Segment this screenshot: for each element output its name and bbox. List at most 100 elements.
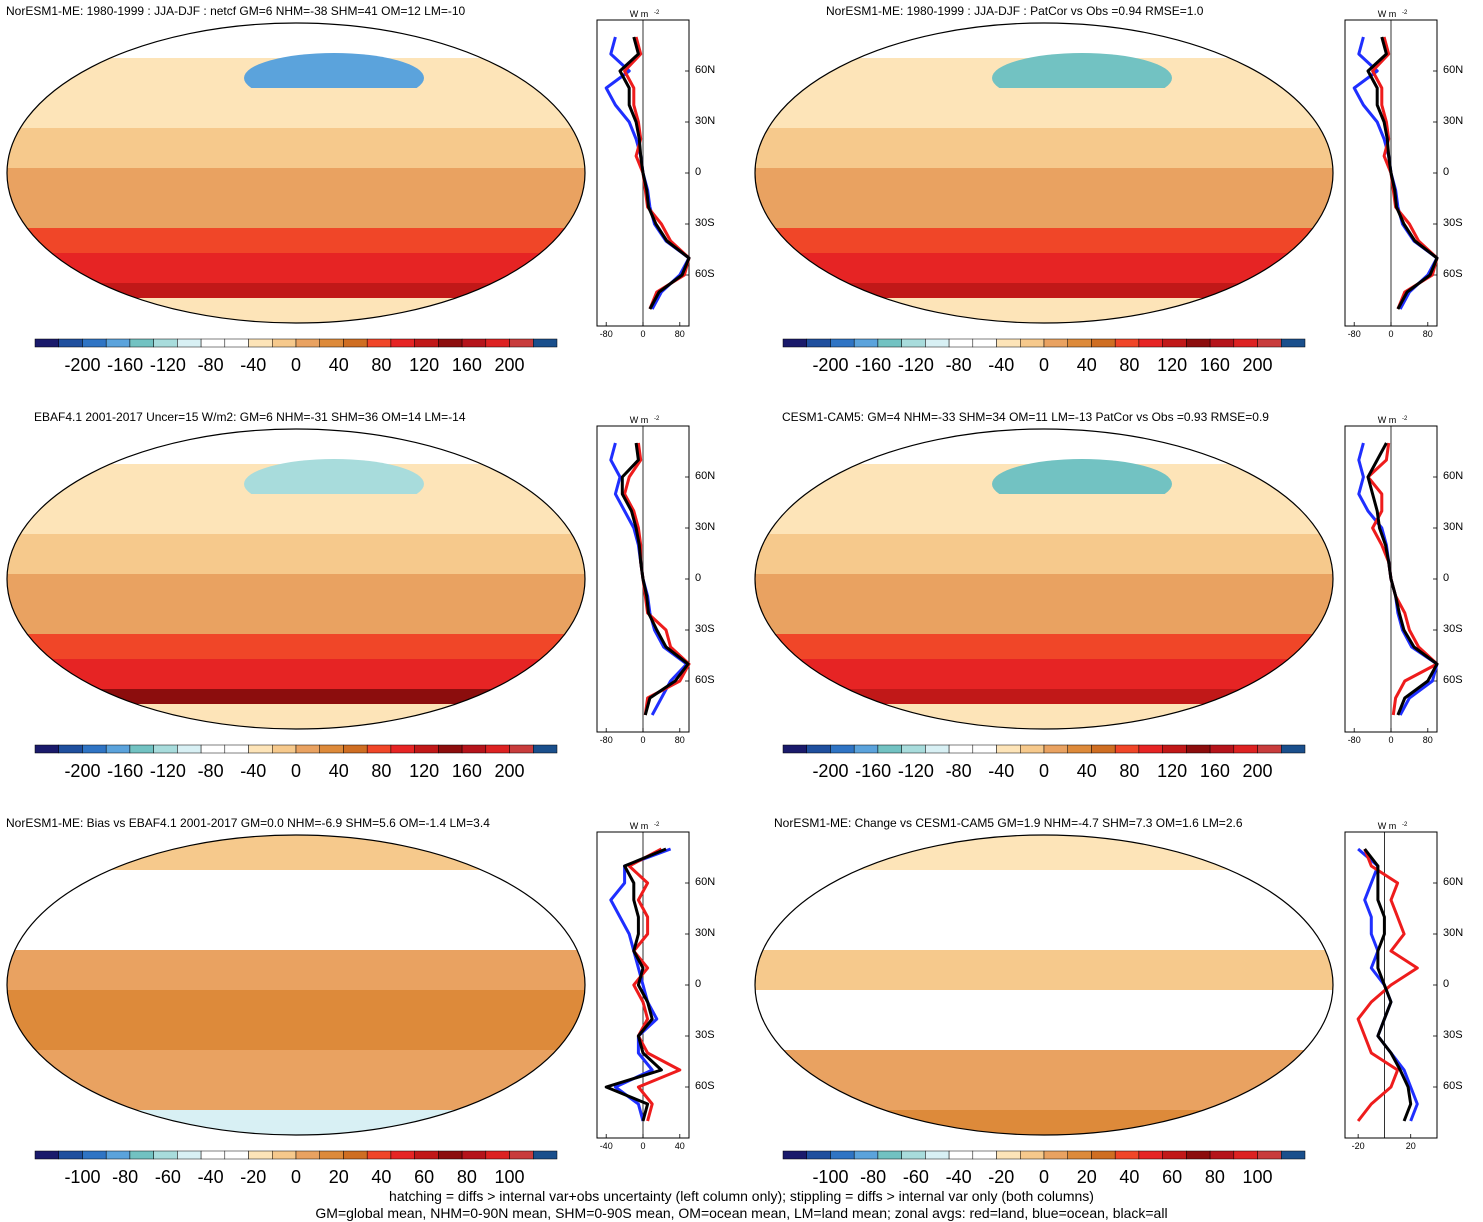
colorbar-swatch	[438, 744, 463, 754]
colorbar-swatch	[1233, 744, 1258, 754]
colorbar: -200 -160 -120 -80 -40 0 40 80 120 160 200	[34, 744, 564, 794]
colorbar-swatch	[414, 338, 439, 348]
colorbar-swatch	[509, 338, 534, 348]
colorbar-swatch	[461, 744, 487, 754]
colorbar-tick-label: 80	[457, 1167, 477, 1187]
colorbar-swatch	[1209, 744, 1235, 754]
zonal-average-plot: W m -2 -80 0 80	[596, 415, 691, 744]
zonal-ytick-label: 30S	[695, 623, 715, 635]
zonal-series-land	[1371, 36, 1439, 310]
colorbar-swatch	[533, 1150, 558, 1160]
colorbar-svg: -200 -160 -120 -80 -40 0 40 80 120 160 200	[34, 744, 558, 781]
panel-2: NorESM1-ME: 1980-1999 : JJA-DJF : PatCor…	[752, 4, 1463, 398]
zonal-ytick-label: 60S	[1443, 1080, 1463, 1092]
colorbar-swatch	[901, 338, 926, 348]
zonal-units-label: W m	[1378, 9, 1397, 19]
colorbar-swatch	[1162, 744, 1187, 754]
colorbar-swatch	[996, 744, 1021, 754]
colorbar-tick-label: -60	[155, 1167, 181, 1187]
colorbar-swatch	[1043, 338, 1068, 348]
colorbar-tick-label: -120	[898, 761, 934, 781]
zonal-ytick-label: 60N	[1443, 470, 1464, 482]
zonal-xtick-label: -80	[1348, 329, 1361, 338]
colorbar-swatch	[925, 744, 950, 754]
colorbar-swatch	[925, 338, 950, 348]
colorbar-swatch	[877, 338, 902, 348]
zonal-average-plot: W m -2 -20 20	[1344, 821, 1438, 1150]
panel-4: CESM1-CAM5: GM=4 NHM=-33 SHM=34 OM=11 LM…	[752, 410, 1463, 804]
zonal-units-superscript: -2	[1402, 822, 1408, 828]
colorbar-tick-label: 80	[371, 761, 391, 781]
zonal-ytick-label: 60S	[695, 674, 715, 686]
zonal-series-all	[1363, 848, 1413, 1122]
colorbar-swatch	[248, 338, 273, 348]
colorbar-swatch	[830, 338, 855, 348]
colorbar-swatch	[153, 744, 178, 754]
colorbar-tick-label: 100	[1243, 1167, 1273, 1187]
zonal-xtick-label: -80	[600, 329, 613, 338]
zonal-xtick-label: 80	[1423, 735, 1433, 744]
zonal-ytick-label: 0	[695, 166, 702, 178]
colorbar-swatch	[105, 338, 131, 348]
colorbar-tick-label: -120	[898, 355, 934, 375]
colorbar-swatch	[972, 338, 997, 348]
world-map	[754, 22, 1334, 324]
colorbar-tick-label: 120	[1157, 761, 1187, 781]
colorbar-swatch	[485, 338, 510, 348]
zonal-ytick-label: 0	[1443, 572, 1450, 584]
colorbar-swatch	[1020, 338, 1045, 348]
zonal-units-superscript: -2	[654, 10, 660, 16]
colorbar-tick-label: 160	[452, 761, 482, 781]
colorbar-tick-label: 40	[329, 761, 349, 781]
zonal-units-label: W m	[630, 821, 649, 831]
footer-line-1: hatching = diffs > internal var+obs unce…	[389, 1188, 1094, 1204]
zonal-xtick-label: 40	[675, 1141, 685, 1150]
zonal-ytick-label: 30S	[1443, 217, 1463, 229]
colorbar-swatch	[901, 744, 926, 754]
zonal-ytick-label: 0	[695, 572, 702, 584]
colorbar-swatch	[533, 744, 558, 754]
colorbar-swatch	[1114, 1150, 1140, 1160]
panel-5: NorESM1-ME: Bias vs EBAF4.1 2001-2017 GM…	[4, 816, 715, 1190]
colorbar-swatch	[1209, 338, 1235, 348]
colorbar-swatch	[853, 744, 879, 754]
colorbar-swatch	[1233, 1150, 1258, 1160]
world-map	[754, 834, 1334, 1136]
zonal-xtick-label: 80	[1423, 329, 1433, 338]
zonal-xtick-label: 0	[1388, 735, 1393, 744]
colorbar-swatch	[82, 1150, 107, 1160]
colorbar-tick-label: 80	[1119, 355, 1139, 375]
zonal-series-all	[604, 847, 667, 1122]
colorbar-swatch	[901, 1150, 926, 1160]
zonal-ytick-label: 60N	[695, 876, 716, 888]
colorbar-tick-label: -120	[150, 761, 186, 781]
panel-title: CESM1-CAM5: GM=4 NHM=-33 SHM=34 OM=11 LM…	[782, 410, 1269, 424]
colorbar-tick-label: -80	[860, 1167, 886, 1187]
colorbar-swatch	[925, 1150, 950, 1160]
zonal-ytick-label: 30N	[695, 521, 716, 533]
colorbar-swatch	[1067, 1150, 1092, 1160]
panel-6: NorESM1-ME: Change vs CESM1-CAM5 GM=1.9 …	[752, 816, 1463, 1190]
zonal-ytick-label: 60N	[695, 470, 716, 482]
colorbar-swatch	[996, 338, 1021, 348]
colorbar: -200 -160 -120 -80 -40 0 40 80 120 160 200	[34, 338, 564, 388]
colorbar-swatch	[438, 338, 463, 348]
colorbar-swatch	[1138, 338, 1163, 348]
colorbar-swatch	[461, 338, 487, 348]
zonal-ytick-label: 60N	[1443, 64, 1464, 76]
colorbar-swatch	[509, 1150, 534, 1160]
zonal-units-label: W m	[630, 415, 649, 425]
colorbar-tick-label: -100	[64, 1167, 100, 1187]
colorbar-swatch	[485, 744, 510, 754]
colorbar-tick-label: 80	[1119, 761, 1139, 781]
colorbar-swatch	[343, 744, 368, 754]
panel-1: NorESM1-ME: 1980-1999 : JJA-DJF : netcf …	[4, 4, 715, 398]
colorbar-tick-label: 0	[1039, 355, 1049, 375]
zonal-ytick-label: 0	[1443, 978, 1450, 990]
zonal-ytick-label: 0	[695, 978, 702, 990]
zonal-ytick-label: 30S	[695, 1029, 715, 1041]
zonal-series-all	[1366, 442, 1439, 716]
colorbar-swatch	[129, 338, 154, 348]
colorbar-svg: -100 -80 -60 -40 -20 0 20 40 60 80 100	[782, 1150, 1306, 1187]
colorbar-swatch	[34, 1150, 59, 1160]
